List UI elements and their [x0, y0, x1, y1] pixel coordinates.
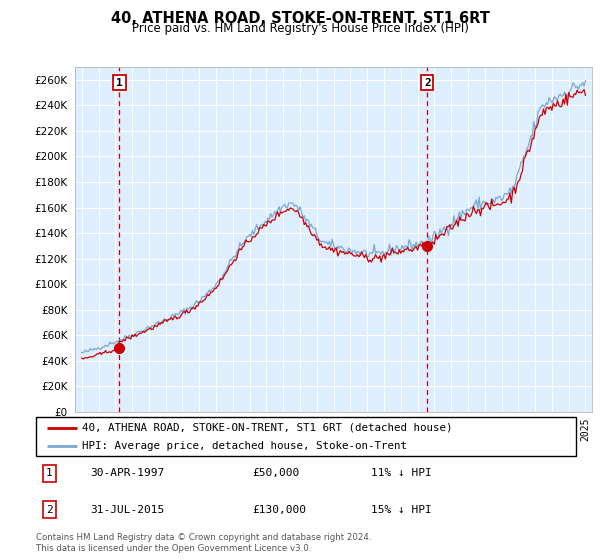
Text: 40, ATHENA ROAD, STOKE-ON-TRENT, ST1 6RT (detached house): 40, ATHENA ROAD, STOKE-ON-TRENT, ST1 6RT… — [82, 423, 452, 433]
Text: Contains HM Land Registry data © Crown copyright and database right 2024.
This d: Contains HM Land Registry data © Crown c… — [36, 533, 371, 553]
Text: 30-APR-1997: 30-APR-1997 — [90, 468, 164, 478]
Text: 15% ↓ HPI: 15% ↓ HPI — [371, 505, 431, 515]
Text: 11% ↓ HPI: 11% ↓ HPI — [371, 468, 431, 478]
Text: 1: 1 — [46, 468, 53, 478]
Text: 31-JUL-2015: 31-JUL-2015 — [90, 505, 164, 515]
Text: Price paid vs. HM Land Registry's House Price Index (HPI): Price paid vs. HM Land Registry's House … — [131, 22, 469, 35]
Text: 2: 2 — [46, 505, 53, 515]
Text: HPI: Average price, detached house, Stoke-on-Trent: HPI: Average price, detached house, Stok… — [82, 441, 407, 451]
Text: 40, ATHENA ROAD, STOKE-ON-TRENT, ST1 6RT: 40, ATHENA ROAD, STOKE-ON-TRENT, ST1 6RT — [110, 11, 490, 26]
Text: 2: 2 — [424, 78, 431, 88]
Text: £130,000: £130,000 — [252, 505, 306, 515]
Text: 1: 1 — [116, 78, 123, 88]
Text: £50,000: £50,000 — [252, 468, 299, 478]
